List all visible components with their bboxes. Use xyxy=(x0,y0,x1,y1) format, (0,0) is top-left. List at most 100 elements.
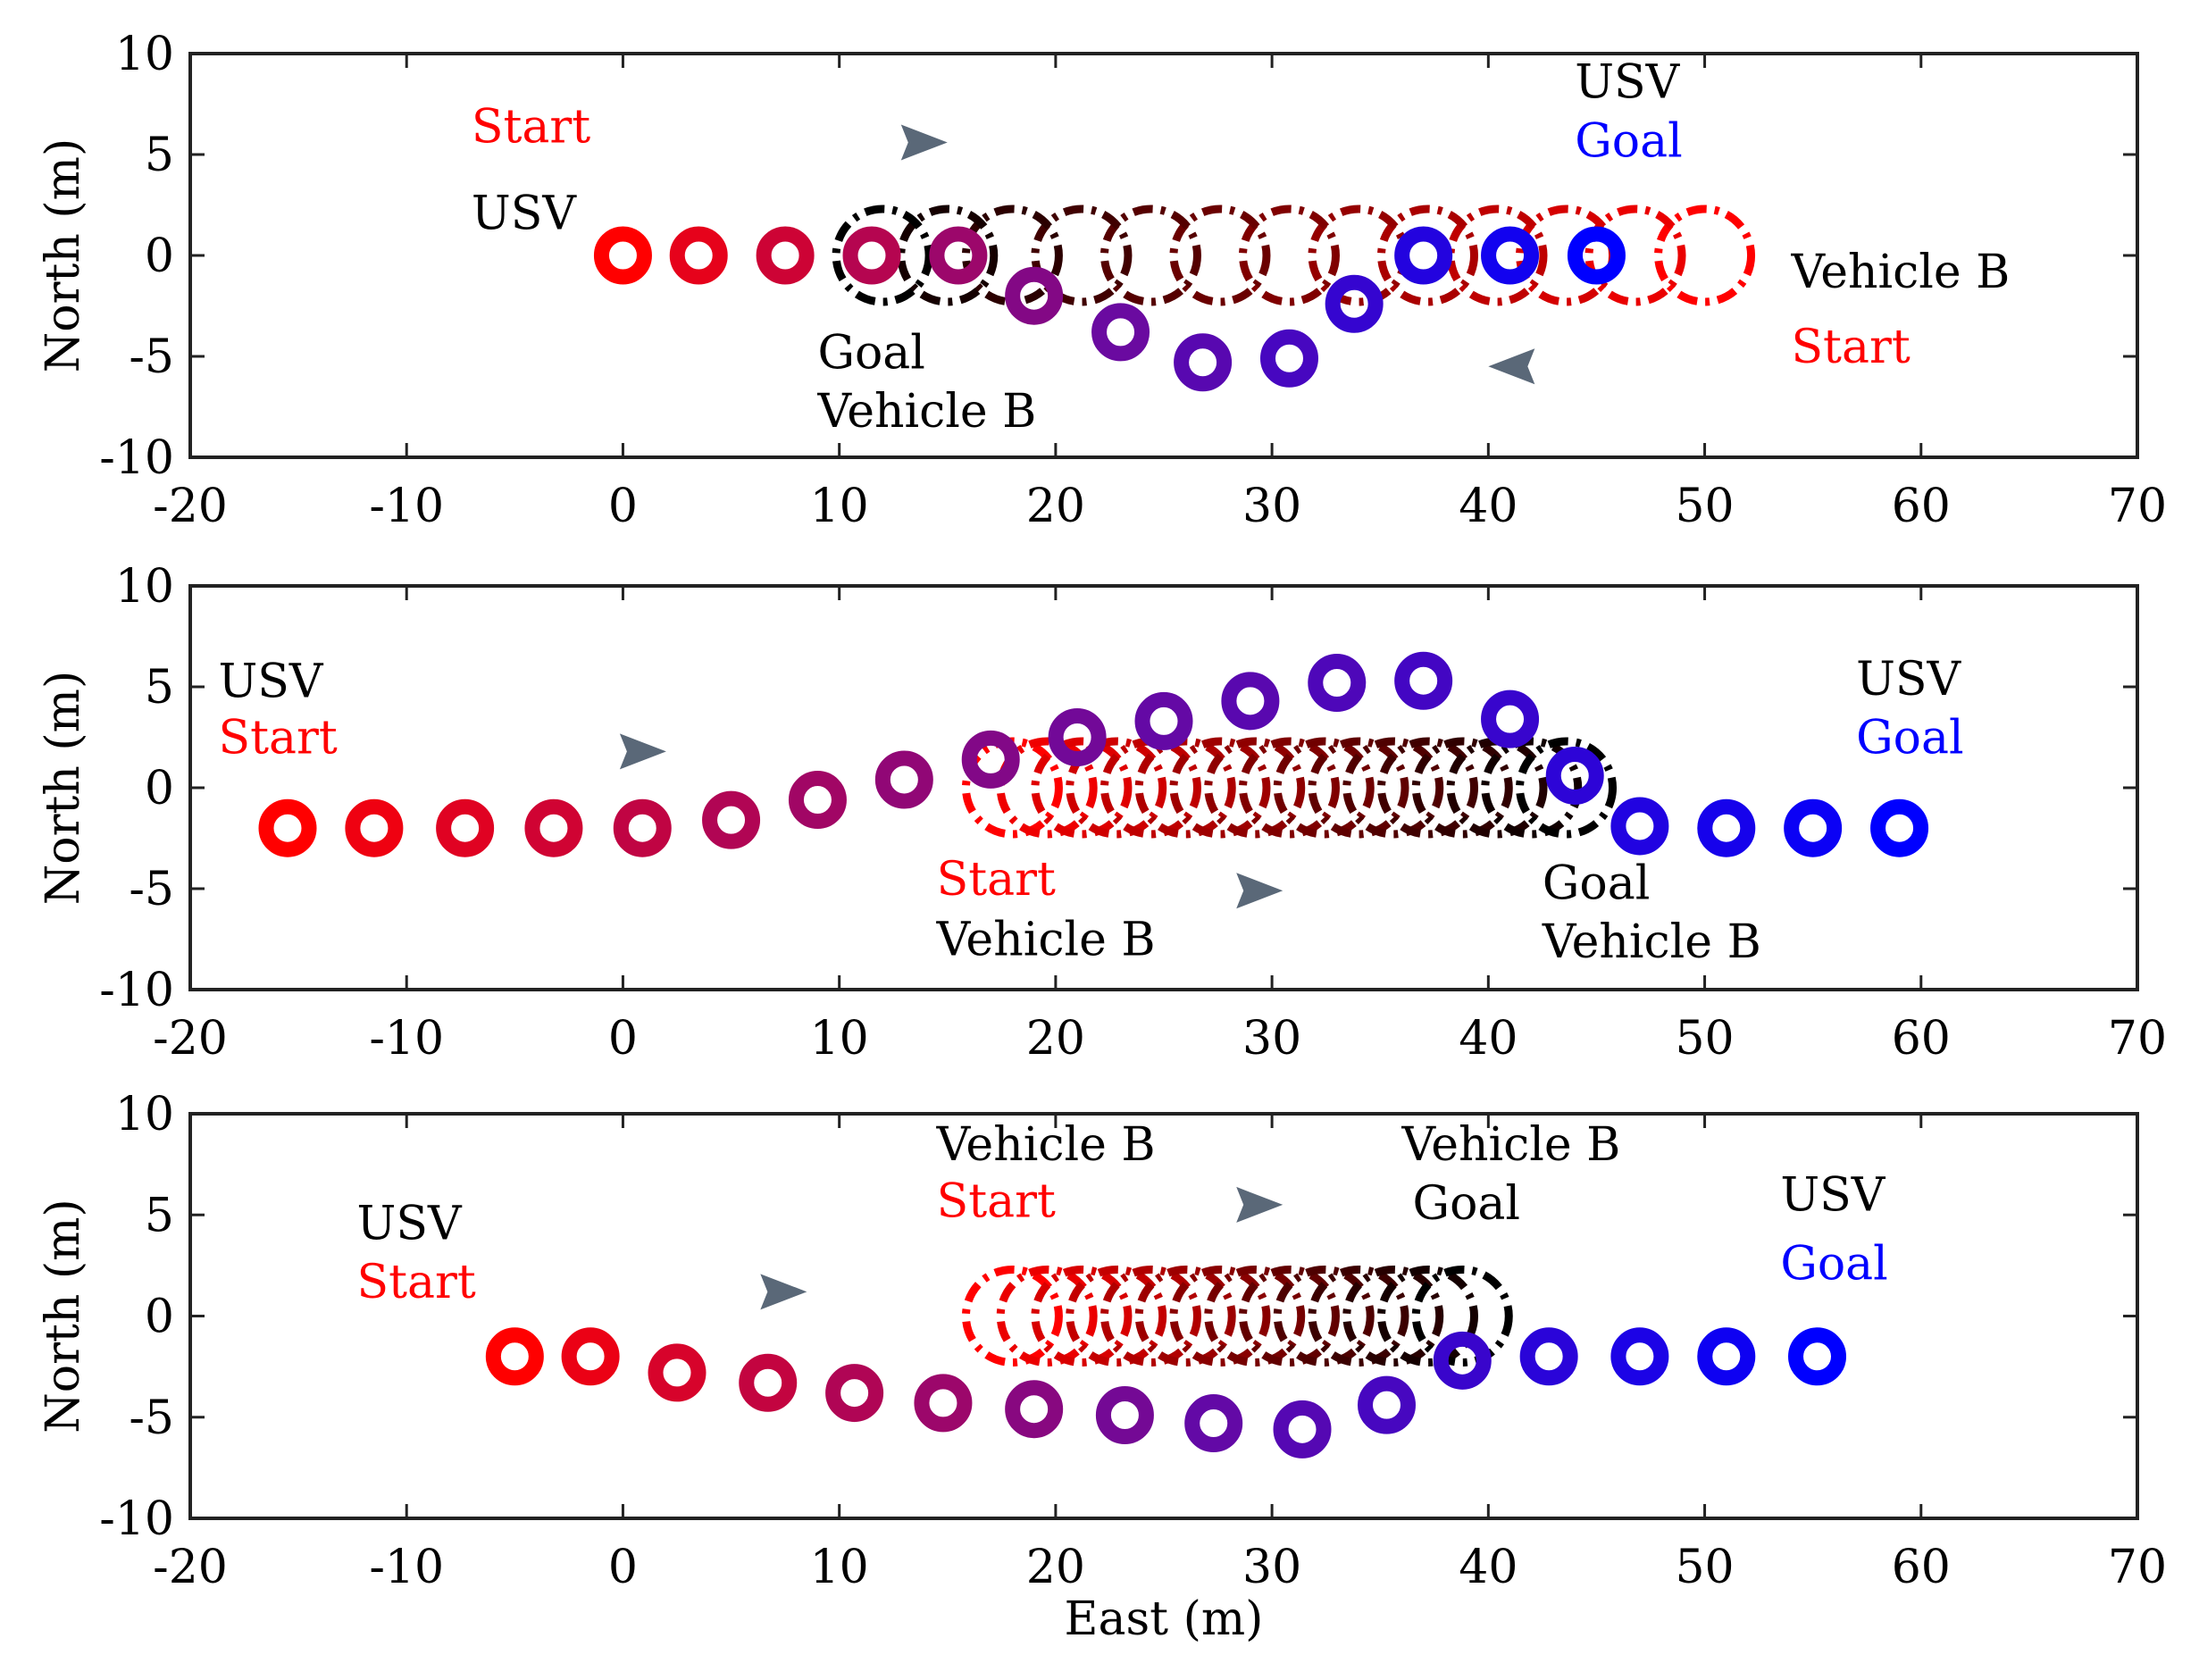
y-tick-label: 10 xyxy=(115,28,174,81)
vehicle-b-marker xyxy=(1308,737,1409,839)
usv-marker xyxy=(1697,1327,1756,1386)
annotation-label: Goal xyxy=(1413,1177,1520,1231)
vehicle-b-marker xyxy=(996,737,1098,839)
usv-marker xyxy=(1610,797,1669,856)
vehicle-b-marker xyxy=(1169,737,1271,839)
usv-marker xyxy=(961,730,1020,789)
x-tick-label: 60 xyxy=(1892,1012,1951,1066)
vehicle-b-marker xyxy=(996,1266,1098,1367)
usv-marker xyxy=(1788,1327,1847,1386)
y-tick-label: -5 xyxy=(129,330,174,384)
usv-marker xyxy=(702,790,761,849)
x-tick-label: 30 xyxy=(1242,480,1301,533)
x-tick-label: 0 xyxy=(608,480,638,533)
usv-marker xyxy=(561,1327,620,1386)
y-axis-label: North (m) xyxy=(37,138,90,372)
vehicle-b-marker xyxy=(1031,1266,1133,1367)
annotation-label: USV xyxy=(1780,1169,1885,1223)
vehicle-b-marker xyxy=(1342,1266,1444,1367)
vehicle-b-marker xyxy=(897,205,999,306)
usv-marker xyxy=(929,226,988,285)
annotation-label: Vehicle B xyxy=(1401,1118,1620,1172)
usv-marker xyxy=(756,226,815,285)
vehicle-b-marker xyxy=(1204,737,1306,839)
annotation-label: Vehicle B xyxy=(936,914,1156,967)
annotation-label: Start xyxy=(218,712,337,765)
x-tick-label: -10 xyxy=(369,480,444,533)
usv-marker xyxy=(914,1374,973,1433)
x-tick-label: 10 xyxy=(810,480,869,533)
direction-arrow xyxy=(1061,873,1283,909)
annotation-label: Vehicle B xyxy=(936,1118,1156,1172)
direction-arrow xyxy=(596,124,948,161)
y-tick-label: 10 xyxy=(115,1088,174,1141)
annotation-label: Goal xyxy=(1543,857,1650,910)
vehicle-b-marker xyxy=(1066,1266,1167,1367)
plot-area xyxy=(485,1266,1847,1459)
vehicle-b-marker xyxy=(961,1266,1063,1367)
vehicle-b-marker xyxy=(1031,737,1133,839)
annotation-label: Start xyxy=(937,1175,1056,1229)
vehicle-b-marker xyxy=(1516,737,1618,839)
x-tick-label: 30 xyxy=(1242,1012,1301,1066)
vehicle-b-marker xyxy=(1134,1266,1236,1367)
vehicle-b-marker xyxy=(1273,1266,1375,1367)
annotation-label: Goal xyxy=(817,327,924,380)
usv-marker xyxy=(485,1327,544,1386)
usv-marker xyxy=(1048,708,1107,766)
x-tick-label: 40 xyxy=(1459,480,1518,533)
vehicle-b-marker xyxy=(1100,1266,1201,1367)
y-tick-label: 5 xyxy=(145,661,174,715)
annotation-label: Start xyxy=(357,1256,476,1309)
usv-marker xyxy=(593,226,652,285)
y-tick-label: 0 xyxy=(145,762,174,815)
y-tick-label: -10 xyxy=(99,431,174,485)
vehicle-b-marker xyxy=(961,205,1063,306)
usv-marker xyxy=(613,798,672,857)
usv-marker xyxy=(524,798,583,857)
annotation-label: Start xyxy=(937,853,1056,907)
x-tick-label: -20 xyxy=(153,1012,228,1066)
y-tick-label: 0 xyxy=(145,1291,174,1344)
y-tick-label: 10 xyxy=(115,560,174,614)
usv-marker xyxy=(1481,226,1540,285)
usv-marker xyxy=(1394,651,1453,710)
annotation-label: Vehicle B xyxy=(1790,246,2010,299)
usv-marker xyxy=(1610,1327,1669,1386)
vehicle-b-marker xyxy=(1377,1266,1479,1367)
vehicle-b-marker xyxy=(1238,1266,1340,1367)
x-tick-label: 60 xyxy=(1892,480,1951,533)
vehicle-b-marker xyxy=(1273,737,1375,839)
vehicle-b-marker xyxy=(1238,205,1340,306)
direction-arrow xyxy=(1061,1186,1283,1223)
y-tick-label: -5 xyxy=(129,1392,174,1445)
x-tick-label: 50 xyxy=(1675,1541,1734,1594)
usv-marker xyxy=(1184,1394,1243,1453)
x-tick-label: 70 xyxy=(2108,1012,2167,1066)
vehicle-b-marker xyxy=(1238,737,1340,839)
usv-marker xyxy=(1357,1375,1416,1434)
direction-arrow xyxy=(1488,348,1785,385)
vehicle-b-marker xyxy=(1100,205,1201,306)
vehicle-b-marker xyxy=(1204,1266,1306,1367)
usv-marker xyxy=(436,798,495,857)
x-tick-label: 50 xyxy=(1675,1012,1734,1066)
vehicle-b-marker xyxy=(1308,1266,1409,1367)
usv-marker xyxy=(1697,798,1756,857)
annotation-label: USV xyxy=(357,1197,463,1250)
usv-marker xyxy=(1308,653,1367,712)
x-tick-label: 40 xyxy=(1459,1012,1518,1066)
vehicle-b-marker xyxy=(1031,205,1133,306)
annotation-label: Start xyxy=(472,100,590,154)
usv-marker xyxy=(825,1364,884,1423)
x-tick-label: 50 xyxy=(1675,480,1734,533)
usv-marker xyxy=(1095,1385,1154,1444)
annotation-label: Goal xyxy=(1856,712,1963,765)
annotation-label: Goal xyxy=(1780,1238,1887,1291)
x-tick-label: 20 xyxy=(1026,1012,1085,1066)
vehicle-b-marker xyxy=(1342,737,1444,839)
y-axis-label: North (m) xyxy=(37,1199,90,1433)
